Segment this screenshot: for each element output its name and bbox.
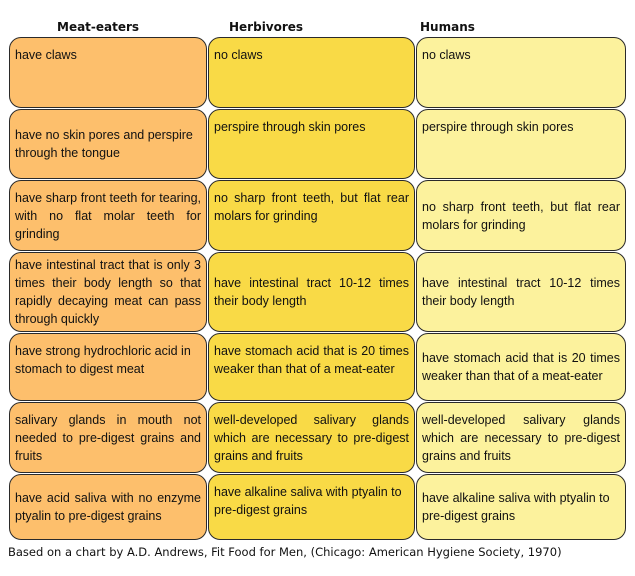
cell-humans-claws: no claws xyxy=(416,37,626,108)
cell-humans-intestinal-tract: have intestinal tract 10-12 times their … xyxy=(416,252,626,332)
column-header-herbivores: Herbivores xyxy=(229,20,304,34)
cell-herbivores-salivary-glands: well-developed salivary glands which are… xyxy=(208,402,415,473)
cell-meat-eaters-intestinal-tract: have intestinal tract that is only 3 tim… xyxy=(9,252,207,332)
cell-meat-eaters-stomach-acid: have strong hydrochloric acid in stomach… xyxy=(9,333,207,401)
column-header-humans: Humans xyxy=(420,20,475,34)
cell-humans-saliva: have alkaline saliva with ptyalin to pre… xyxy=(416,474,626,540)
cell-meat-eaters-claws: have claws xyxy=(9,37,207,108)
cell-humans-stomach-acid: have stomach acid that is 20 times weake… xyxy=(416,333,626,401)
cell-meat-eaters-salivary-glands: salivary glands in mouth not needed to p… xyxy=(9,402,207,473)
cell-meat-eaters-teeth: have sharp front teeth for tearing, with… xyxy=(9,180,207,251)
cell-humans-skin-pores: perspire through skin pores xyxy=(416,109,626,179)
cell-humans-teeth: no sharp front teeth, but flat rear mola… xyxy=(416,180,626,251)
cell-meat-eaters-skin-pores: have no skin pores and perspire through … xyxy=(9,109,207,179)
source-citation: Based on a chart by A.D. Andrews, Fit Fo… xyxy=(8,545,562,559)
cell-herbivores-skin-pores: perspire through skin pores xyxy=(208,109,415,179)
cell-humans-salivary-glands: well-developed salivary glands which are… xyxy=(416,402,626,473)
cell-herbivores-teeth: no sharp front teeth, but flat rear mola… xyxy=(208,180,415,251)
cell-meat-eaters-saliva: have acid saliva with no enzyme ptyalin … xyxy=(9,474,207,540)
cell-herbivores-claws: no claws xyxy=(208,37,415,108)
cell-herbivores-intestinal-tract: have intestinal tract 10-12 times their … xyxy=(208,252,415,332)
cell-herbivores-saliva: have alkaline saliva with ptyalin to pre… xyxy=(208,474,415,540)
column-header-meat-eaters: Meat-eaters xyxy=(57,20,140,34)
cell-herbivores-stomach-acid: have stomach acid that is 20 times weake… xyxy=(208,333,415,401)
